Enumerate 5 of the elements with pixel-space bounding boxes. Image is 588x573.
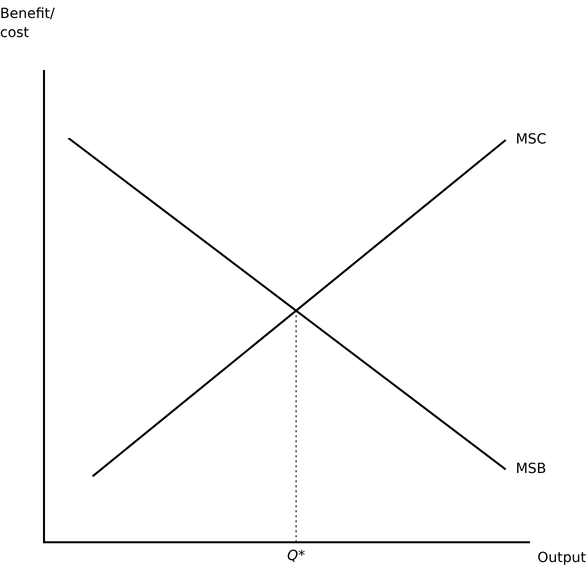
text: Benefit/ cost [0,5,55,43]
text: Q* [287,548,306,564]
series-label: MSB [516,461,546,478]
x-axis-title: Output [537,550,586,566]
series-label: MSC [516,132,547,148]
